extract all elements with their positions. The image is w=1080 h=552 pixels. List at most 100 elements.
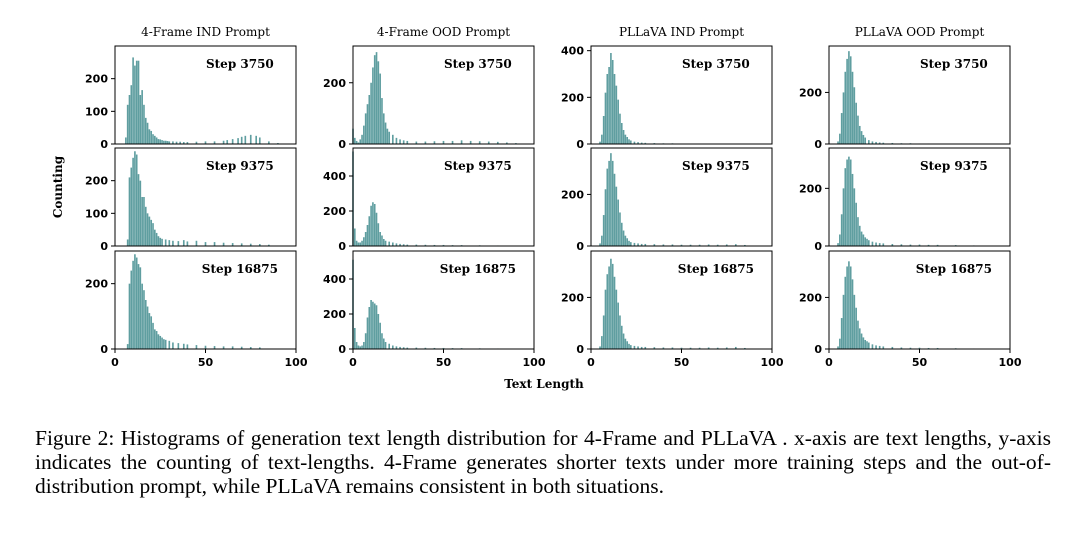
histogram-bar [150,316,153,349]
histogram-bar [373,303,376,349]
histogram-bar [891,142,894,144]
histogram-bar [137,174,140,246]
histogram-bar [150,130,153,144]
histogram-bar [139,267,142,349]
histogram-bar [644,142,647,144]
histogram-bar [357,345,360,349]
y-tick-label: 0 [814,138,822,151]
histogram-bar [599,243,601,246]
histogram-bar [610,153,612,246]
histogram-bar [157,334,160,349]
histogram-bar [141,197,143,246]
histogram-bar [866,341,868,349]
histogram-bar [628,343,630,349]
histogram-bar [698,244,701,246]
histogram-bar [633,242,636,246]
histogram-bar [433,244,436,246]
histogram-bar [900,347,903,349]
histogram-bar [382,338,385,349]
histogram-bar [628,240,630,246]
y-tick-label: 200 [799,182,822,195]
histogram-bar [716,347,719,349]
histogram-bar [353,137,356,144]
histogram-bar [604,92,607,144]
histogram-bar [415,244,418,246]
panel-frame [114,147,297,247]
histogram-bar [909,347,912,349]
histogram-bar [918,347,921,349]
histogram-bar [126,104,129,144]
histogram-bar [653,244,656,246]
histogram-bar [842,92,845,144]
y-axis-label: Counting [51,155,65,218]
histogram-bar [399,346,401,349]
y-tick-label: 0 [576,240,584,253]
histogram-bar [388,343,391,349]
histogram-bar [615,85,618,144]
histogram-bar [626,137,629,144]
histogram-bar [204,242,207,246]
histogram-bar [368,216,371,246]
histogram-bar [255,135,257,144]
histogram-bar [128,283,131,349]
histogram-bar [366,317,369,349]
histogram-bar [606,168,609,246]
histogram-bar [366,104,369,144]
x-tick-label: 100 [285,356,308,369]
histogram-bar [249,243,252,246]
histogram-bar [680,244,683,246]
histogram-bar [258,347,261,349]
histogram-bar [392,242,394,246]
histogram-bar [231,243,234,246]
histogram-bar [355,342,358,349]
histogram-bar [141,90,143,144]
histogram-bar [433,141,436,144]
histogram-bar [146,122,149,144]
histogram-bar [135,60,138,145]
histogram-bar [864,137,867,144]
histogram-bar [258,244,261,246]
histogram-bar [155,137,158,144]
histogram-bar [372,202,374,246]
histogram-bar [611,263,614,349]
histogram-bar [611,60,614,144]
histogram-bar [619,212,621,246]
histogram-bar [381,235,383,246]
step-label: Step 9375 [444,159,512,173]
y-tick-label: 200 [85,175,108,188]
histogram-bar [602,315,605,349]
histogram-bar [853,294,856,349]
histogram-bar [840,318,843,349]
column-title: PLLaVA IND Prompt [619,25,744,39]
histogram-bar [395,137,398,144]
histogram-bar [630,345,632,349]
histogram-bar [442,244,445,246]
y-tick-label: 0 [814,240,822,253]
histogram-bar [161,140,163,144]
histogram-bar [630,242,632,246]
histogram-bar [244,135,247,144]
panel-frame [828,45,1011,145]
histogram-bar [601,336,603,349]
histogram-bar [399,243,401,246]
y-tick-label: 200 [799,291,822,304]
x-tick-label: 50 [436,356,452,369]
histogram-bar [175,141,178,144]
panel-frame [828,147,1011,247]
histogram-bar [182,142,185,144]
histogram-bar [698,347,701,349]
histogram-bar [617,199,619,246]
histogram-bar [487,141,490,144]
y-tick-label: 200 [561,91,584,104]
histogram-bar [375,52,378,144]
histogram-bar [363,237,365,246]
histogram-bar [357,242,360,246]
histogram-bar [357,142,360,144]
step-label: Step 3750 [206,57,274,71]
histogram-bar [640,142,643,144]
histogram-bar [680,347,683,349]
histogram-bar [135,154,138,246]
y-tick-label: 200 [323,205,346,218]
histogram-bar [399,139,401,144]
histogram-bar [837,243,839,246]
